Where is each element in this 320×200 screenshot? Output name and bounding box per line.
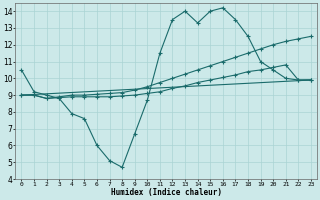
X-axis label: Humidex (Indice chaleur): Humidex (Indice chaleur) [111,188,222,197]
